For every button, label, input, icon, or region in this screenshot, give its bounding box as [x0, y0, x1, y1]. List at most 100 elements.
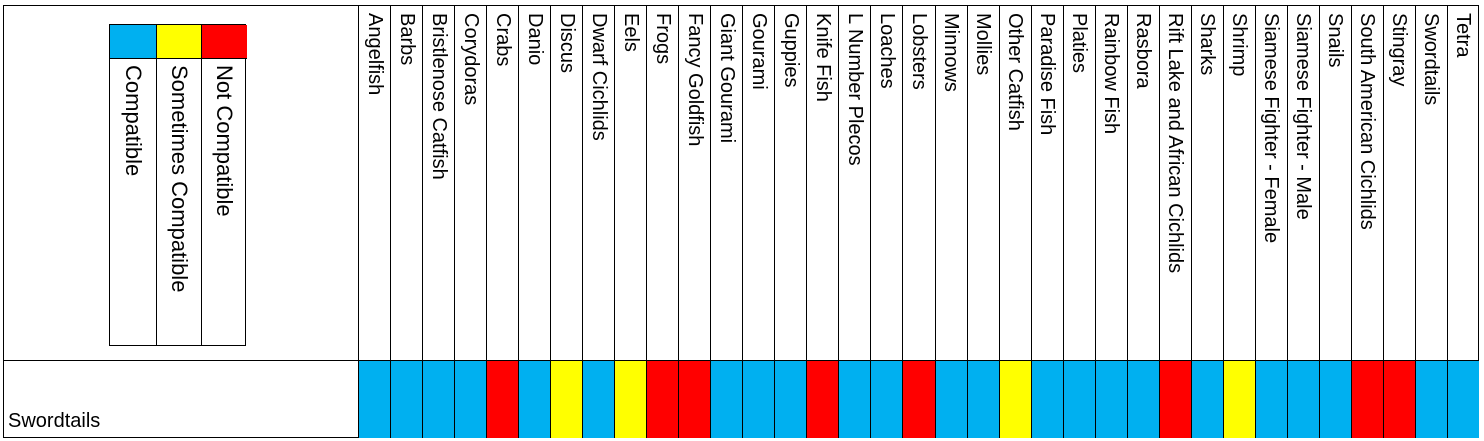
compatibility-cell	[486, 361, 519, 438]
column-header-label: Fancy Goldfish	[683, 13, 706, 147]
compatibility-cell	[358, 361, 391, 438]
column-header: South American Cichlids	[1350, 5, 1383, 361]
column-header-label: Frogs	[651, 13, 674, 65]
column-header-label: South American Cichlids	[1356, 13, 1379, 230]
column-header: Angelfish	[358, 5, 390, 361]
compatibility-cell	[1254, 361, 1287, 438]
compatibility-cell	[678, 361, 711, 438]
column-header-label: Siamese Fighter - Female	[1260, 13, 1283, 244]
column-header-label: Platies	[1068, 13, 1091, 74]
compatibility-cell	[614, 361, 647, 438]
column-header-label: Rasbora	[1132, 13, 1155, 89]
column-header-label: Giant Gourami	[715, 13, 738, 144]
legend-label: Not Compatible	[212, 65, 238, 217]
row-label: Swordtails	[8, 410, 101, 432]
column-header: Loaches	[870, 5, 902, 361]
column-header: Stingray	[1382, 5, 1415, 361]
column-header-label: Snails	[1324, 13, 1347, 68]
compatibility-cell	[870, 361, 903, 438]
compatibility-cell	[550, 361, 583, 438]
column-header: Tetra	[1446, 5, 1479, 361]
column-header-label: Rift Lake and African Cichlids	[1164, 13, 1187, 274]
compatibility-cell	[934, 361, 967, 438]
column-header-label: Siamese Fighter - Male	[1292, 13, 1315, 220]
compatibility-cell	[422, 361, 455, 438]
compatibility-cell	[1318, 361, 1351, 438]
column-header-label: Mollies	[972, 13, 995, 76]
column-header-label: Knife Fish	[811, 13, 834, 102]
column-header-label: Bristlenose Catfish	[427, 13, 450, 180]
column-header: Guppies	[774, 5, 806, 361]
column-header-label: Loaches	[875, 13, 898, 89]
compatibility-cell	[1286, 361, 1319, 438]
column-header: Rasbora	[1126, 5, 1159, 361]
column-header: Rift Lake and African Cichlids	[1158, 5, 1191, 361]
column-header-label: Dwarf Cichlids	[587, 13, 610, 141]
compatibility-cell	[1446, 361, 1479, 438]
compatibility-cell	[710, 361, 743, 438]
column-header-label: L Number Plecos	[843, 13, 866, 166]
compatibility-cell	[742, 361, 775, 438]
column-header: Platies	[1062, 5, 1095, 361]
compatibility-cell	[1350, 361, 1383, 438]
column-header: Swordtails	[1414, 5, 1447, 361]
legend-swatch	[201, 25, 247, 59]
column-header: Dwarf Cichlids	[582, 5, 614, 361]
column-header-label: Stingray	[1388, 13, 1411, 87]
legend-label: Compatible	[120, 65, 146, 177]
legend-swatch	[155, 25, 202, 59]
compatibility-cell	[774, 361, 807, 438]
column-header: Corydoras	[454, 5, 486, 361]
column-header: Mollies	[966, 5, 999, 361]
compatibility-cell	[998, 361, 1031, 438]
column-header-label: Rainbow Fish	[1100, 13, 1123, 135]
compatibility-cell	[1414, 361, 1447, 438]
column-header-label: Danio	[523, 13, 546, 66]
column-header: Eels	[614, 5, 646, 361]
legend-swatch	[110, 25, 156, 59]
column-header-label: Shrimp	[1228, 13, 1251, 77]
compatibility-cell	[1126, 361, 1159, 438]
column-header-label: Guppies	[779, 13, 802, 88]
column-header: Giant Gourami	[710, 5, 742, 361]
column-header: Lobsters	[902, 5, 934, 361]
legend-divider	[155, 25, 157, 345]
compatibility-cell	[1222, 361, 1255, 438]
column-header: Discus	[550, 5, 582, 361]
column-header: L Number Plecos	[838, 5, 870, 361]
column-header-label: Gourami	[747, 13, 770, 90]
column-header-label: Swordtails	[1420, 13, 1443, 106]
compatibility-cell	[1382, 361, 1415, 438]
compatibility-cell	[1062, 361, 1095, 438]
compatibility-cell	[454, 361, 487, 438]
column-header: Snails	[1318, 5, 1351, 361]
column-header-label: Minnows	[940, 13, 962, 92]
column-header: Minnows	[934, 5, 967, 361]
compatibility-cell	[1030, 361, 1063, 438]
column-header-label: Paradise Fish	[1036, 13, 1059, 136]
column-header: Gourami	[742, 5, 774, 361]
column-header: Fancy Goldfish	[678, 5, 710, 361]
legend-divider	[201, 25, 203, 345]
column-header-label: Lobsters	[907, 13, 930, 90]
column-header-label: Corydoras	[459, 13, 482, 106]
column-header: Sharks	[1190, 5, 1223, 361]
column-header: Bristlenose Catfish	[422, 5, 454, 361]
compatibility-cell	[838, 361, 871, 438]
column-header-label: Angelfish	[363, 13, 386, 96]
column-header: Danio	[518, 5, 550, 361]
compatibility-cell	[582, 361, 615, 438]
column-header: Knife Fish	[806, 5, 838, 361]
header-divider	[3, 360, 1479, 361]
column-header-label: Barbs	[395, 13, 418, 66]
compatibility-cell	[1190, 361, 1223, 438]
column-header: Siamese Fighter - Male	[1286, 5, 1319, 361]
compatibility-cell	[806, 361, 839, 438]
column-header: Siamese Fighter - Female	[1254, 5, 1287, 361]
compatibility-cell	[390, 361, 423, 438]
column-header-label: Other Catfish	[1004, 13, 1027, 131]
compatibility-cell	[966, 361, 999, 438]
column-header: Shrimp	[1222, 5, 1255, 361]
compatibility-cell	[518, 361, 551, 438]
compatibility-cell	[646, 361, 679, 438]
